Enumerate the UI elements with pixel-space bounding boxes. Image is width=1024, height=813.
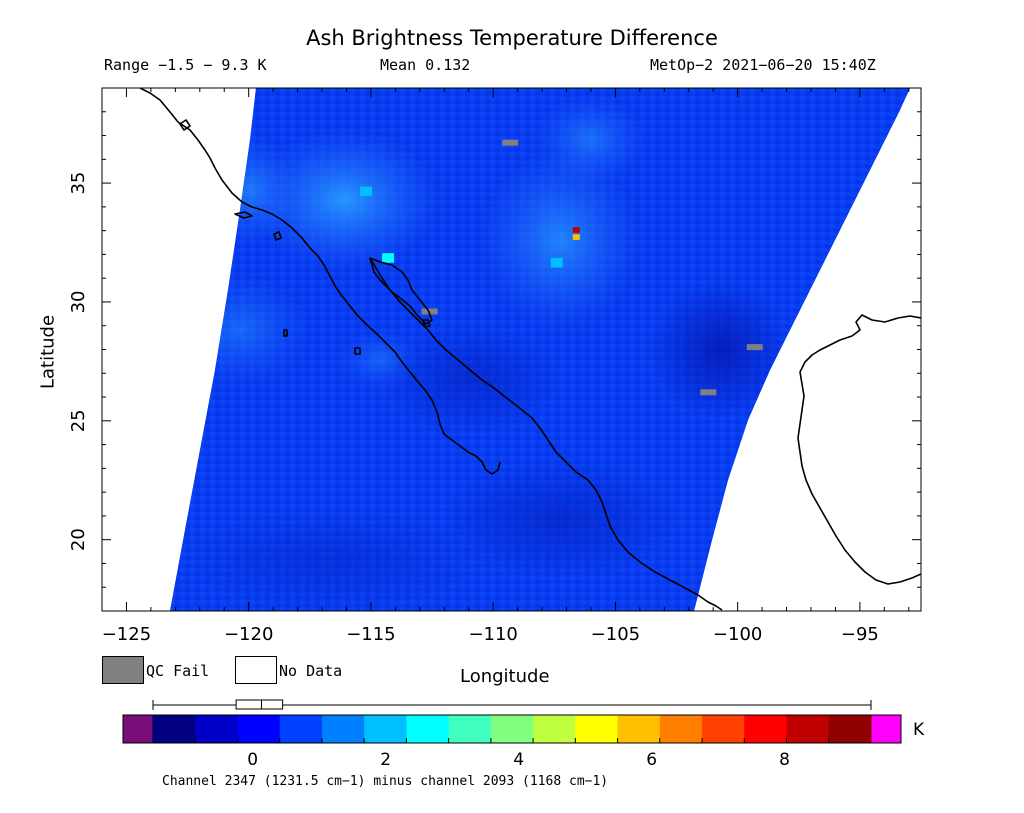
colorbar-segment	[364, 715, 407, 743]
ash-highlight-pixel	[382, 253, 395, 263]
ash-highlight-pixel	[572, 227, 580, 233]
ash-highlight-pixel	[550, 257, 563, 268]
colorbar-segment	[533, 715, 576, 743]
x-tick-label: −105	[591, 624, 640, 645]
x-tick-label: −95	[841, 624, 879, 645]
colorbar-segment	[786, 715, 830, 743]
y-tick-label: 25	[68, 409, 89, 432]
colorbar-over	[870, 714, 902, 744]
colorbar-segment	[195, 715, 238, 743]
colorbar-segment	[153, 715, 196, 743]
y-tick-label: 35	[68, 172, 89, 195]
colorbar-segment	[617, 715, 661, 743]
x-tick-label: −100	[713, 624, 762, 645]
x-tick-label: −125	[102, 624, 151, 645]
x-tick-label: −120	[224, 624, 273, 645]
colorbar-tick-label: 2	[380, 750, 392, 770]
colorbar-segment	[321, 715, 365, 743]
no-data-swatch	[235, 656, 277, 684]
x-tick-label: −110	[468, 624, 517, 645]
qc-fail-pixel	[421, 308, 438, 315]
colorbar-tick-label: 6	[646, 750, 658, 770]
colorbar-segment	[744, 715, 788, 743]
colorbar-tick-label: 0	[247, 750, 259, 770]
range-text: Range −1.5 − 9.3 K	[104, 56, 267, 74]
coastlines	[139, 88, 921, 611]
colorbar-segment	[575, 715, 619, 743]
x-tick-label: −115	[346, 624, 395, 645]
colorbar-under	[122, 714, 154, 744]
y-axis-label: Latitude	[37, 314, 59, 390]
colorbar-segment	[279, 715, 323, 743]
colorbar-segment	[448, 715, 492, 743]
ash-highlight-pixel	[360, 186, 373, 197]
y-tick-label: 30	[68, 291, 89, 314]
colorbar-tick-label: 4	[513, 750, 525, 770]
y-tick-label: 20	[68, 528, 89, 551]
channel-caption: Channel 2347 (1231.5 cm−1) minus channel…	[162, 774, 609, 789]
colorbar-segment	[702, 715, 745, 743]
colorbar-segment	[406, 715, 450, 743]
mean-text: Mean 0.132	[380, 56, 471, 74]
colorbar-frame	[122, 714, 902, 744]
x-axis-label: Longitude	[460, 666, 550, 687]
distribution-box	[235, 699, 284, 710]
colorbar-segment	[490, 715, 534, 743]
colorbar-segment	[828, 715, 872, 743]
qc-fail-swatch	[102, 656, 144, 684]
colorbar-segment	[237, 715, 281, 743]
chart-title: Ash Brightness Temperature Difference	[306, 26, 718, 50]
colorbar-unit: K	[913, 720, 925, 740]
no-data-label: No Data	[279, 662, 343, 680]
qc-fail-label: QC Fail	[146, 662, 210, 680]
satellite-timestamp: MetOp−2 2021−06−20 15:40Z	[650, 56, 876, 74]
qc-fail-pixel	[746, 344, 763, 351]
ash-highlight-pixel	[572, 234, 580, 240]
qc-fail-pixel	[502, 139, 519, 146]
colorbar-segment	[659, 715, 703, 743]
ash-swath	[170, 88, 910, 611]
colorbar-tick-label: 8	[779, 750, 790, 770]
qc-fail-pixel	[700, 389, 717, 396]
